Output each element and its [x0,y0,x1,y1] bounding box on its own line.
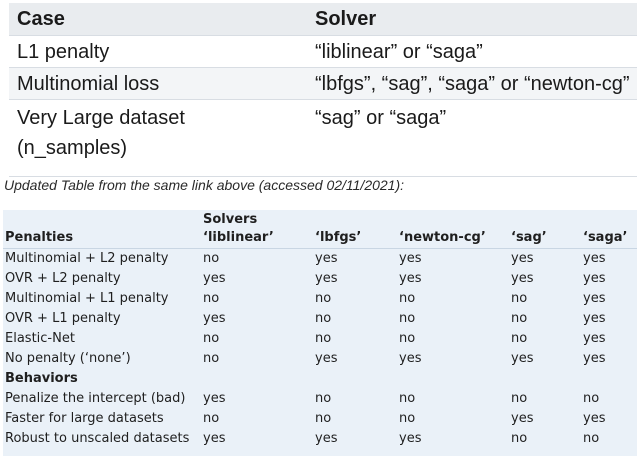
behaviors-header: Behaviors [5,370,78,386]
value-cell: yes [583,410,606,426]
solver-column-header: ‘lbfgs’ [313,228,397,249]
table-row: Multinomial loss “lbfgs”, “sag”, “saga” … [9,67,637,100]
value-cell: yes [399,350,422,366]
table-row: Faster for large datasets no no no yes yes [3,408,637,428]
value-cell: yes [583,330,606,346]
value-cell: no [583,390,600,406]
case-cell: Multinomial loss [9,67,307,100]
case-header: Case [9,3,307,36]
value-cell: yes [583,250,606,266]
solver-cell: “sag” or “saga” [307,99,637,177]
value-cell: yes [583,290,606,306]
value-cell: yes [511,350,534,366]
value-cell: no [203,330,220,346]
empty-header-cell [509,210,581,228]
value-cell: yes [315,350,338,366]
value-cell: no [315,410,332,426]
empty-header-cell [581,210,637,228]
value-cell: yes [315,270,338,286]
empty-header-cell [397,210,509,228]
solver-column-header: ‘sag’ [509,228,581,249]
caption-text: Updated Table from the same link above (… [4,177,405,193]
column-header-row: Penalties ‘liblinear’ ‘lbfgs’ ‘newton-cg… [3,228,637,249]
group-header-row: Solvers [3,210,637,228]
value-cell: no [203,250,220,266]
value-cell: no [511,290,528,306]
value-cell: yes [203,270,226,286]
value-cell: no [511,330,528,346]
row-label: Penalize the intercept (bad) [5,390,186,406]
row-label: Multinomial + L1 penalty [5,290,169,306]
header-row: Case Solver [9,3,637,36]
table-row: No penalty (‘none’) no yes yes yes yes [3,348,637,368]
value-cell: no [399,290,416,306]
value-cell: no [315,290,332,306]
value-cell: no [511,390,528,406]
table-row: Multinomial + L1 penalty no no no no yes [3,288,637,308]
value-cell: no [511,430,528,446]
row-label: Multinomial + L2 penalty [5,250,169,266]
value-cell: yes [399,430,422,446]
value-cell: yes [315,250,338,266]
value-cell: no [203,290,220,306]
section-header-row: Behaviors [3,368,637,388]
table-row: L1 penalty “liblinear” or “saga” [9,35,637,68]
value-cell: no [315,330,332,346]
table-row: Multinomial + L2 penalty no yes yes yes yes [3,248,637,268]
solver-compatibility-table: Solvers Penalties ‘liblinear’ ‘lbfgs’ ‘n… [3,210,637,456]
solver-header: Solver [307,3,637,36]
solver-column-header: ‘saga’ [581,228,637,249]
solvers-group-header: Solvers [203,211,258,227]
table-row: Very Large dataset (n_samples) “sag” or … [9,99,637,177]
value-cell: yes [203,430,226,446]
value-cell: no [315,310,332,326]
value-cell: no [399,410,416,426]
value-cell: no [399,330,416,346]
row-label: No penalty (‘none’) [5,350,131,366]
solver-column-header: ‘liblinear’ [201,228,313,249]
value-cell: yes [511,410,534,426]
value-cell: yes [511,270,534,286]
empty-header-cell [313,210,397,228]
value-cell: no [203,410,220,426]
value-cell: no [511,310,528,326]
case-cell: L1 penalty [9,35,307,68]
value-cell: yes [583,350,606,366]
solver-case-table: Case Solver L1 penalty “liblinear” or “s… [9,3,637,177]
row-label: Faster for large datasets [5,410,164,426]
value-cell: no [399,390,416,406]
table-row: OVR + L2 penalty yes yes yes yes yes [3,268,637,288]
value-cell: yes [583,270,606,286]
value-cell: no [399,310,416,326]
solver-cell: “liblinear” or “saga” [307,35,637,68]
table-row: OVR + L1 penalty yes no no no yes [3,308,637,328]
value-cell: no [203,350,220,366]
table-row: Elastic-Net no no no no yes [3,328,637,348]
value-cell: yes [203,390,226,406]
solver-column-header: ‘newton-cg’ [397,228,509,249]
row-label: OVR + L2 penalty [5,270,121,286]
value-cell: yes [315,430,338,446]
value-cell: no [315,390,332,406]
value-cell: yes [399,270,422,286]
case-cell: Very Large dataset (n_samples) [9,99,307,177]
row-label: Elastic-Net [5,330,75,346]
value-cell: yes [203,310,226,326]
value-cell: yes [399,250,422,266]
empty-header-cell [3,210,201,228]
solver-cell: “lbfgs”, “sag”, “saga” or “newton-cg” [307,67,637,100]
penalties-header: Penalties [3,228,201,249]
row-label: OVR + L1 penalty [5,310,121,326]
table-row: Robust to unscaled datasets yes yes yes no no [3,428,637,448]
row-label: Robust to unscaled datasets [5,430,190,446]
value-cell: yes [583,310,606,326]
value-cell: no [583,430,600,446]
table-row: Penalize the intercept (bad) yes no no no no [3,388,637,408]
value-cell: yes [511,250,534,266]
